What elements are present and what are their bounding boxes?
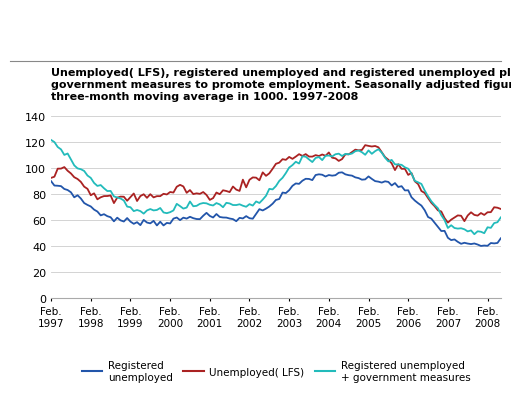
Unemployed( LFS) [214,191,220,196]
Registered
unemployed [399,184,405,189]
Registered
unemployed [48,179,54,184]
Registered
unemployed [478,244,484,249]
Line: Registered
unemployed: Registered unemployed [51,173,501,246]
Registered
unemployed [498,236,504,241]
Registered
unemployed [326,173,332,178]
Registered
unemployed [246,216,252,221]
Registered unemployed
+ government measures [246,202,252,207]
Unemployed( LFS) [326,151,332,155]
Registered unemployed
+ government measures [111,194,117,199]
Registered
unemployed [203,211,210,216]
Registered unemployed
+ government measures [48,138,54,143]
Text: Unemployed( LFS), registered unemployed and registered unemployed plus
governmen: Unemployed( LFS), registered unemployed … [51,68,511,101]
Unemployed( LFS) [111,201,117,206]
Unemployed( LFS) [362,143,368,148]
Registered
unemployed [339,171,345,175]
Unemployed( LFS) [246,178,252,183]
Registered unemployed
+ government measures [395,163,401,168]
Registered unemployed
+ government measures [214,201,220,206]
Registered unemployed
+ government measures [471,232,477,237]
Unemployed( LFS) [203,193,210,198]
Unemployed( LFS) [445,220,451,225]
Unemployed( LFS) [498,207,504,212]
Unemployed( LFS) [48,176,54,181]
Unemployed( LFS) [399,167,405,172]
Registered unemployed
+ government measures [326,154,332,159]
Line: Unemployed( LFS): Unemployed( LFS) [51,146,501,223]
Line: Registered unemployed
+ government measures: Registered unemployed + government measu… [51,141,501,235]
Registered
unemployed [214,212,220,217]
Registered unemployed
+ government measures [203,201,210,206]
Legend: Registered
unemployed, Unemployed( LFS), Registered unemployed
+ government meas: Registered unemployed, Unemployed( LFS),… [78,357,474,387]
Registered
unemployed [111,219,117,224]
Registered unemployed
+ government measures [498,216,504,220]
